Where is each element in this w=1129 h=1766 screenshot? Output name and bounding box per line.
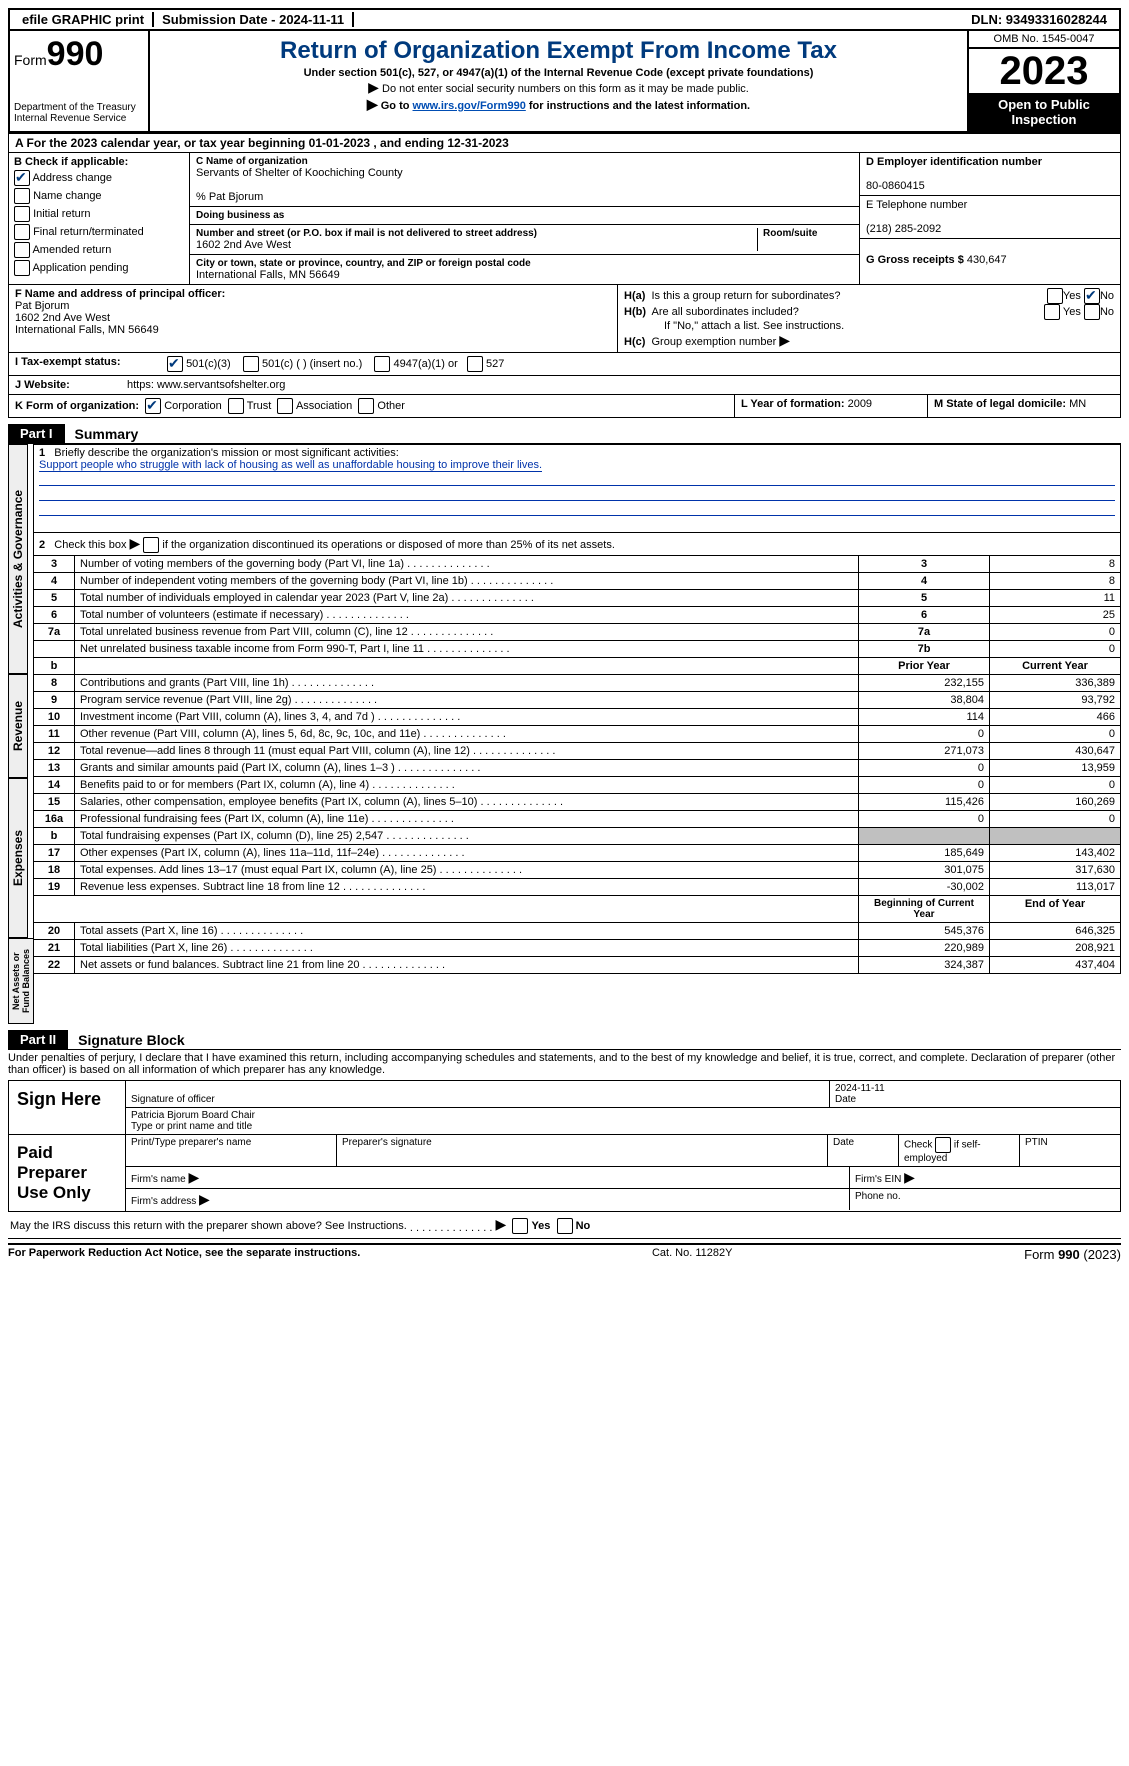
subtitle-3: ▶ Go to www.irs.gov/Form990 for instruct… <box>154 96 963 113</box>
cb-initial-return[interactable] <box>14 206 30 222</box>
cb-hb-yes[interactable] <box>1044 304 1060 320</box>
subtitle-1: Under section 501(c), 527, or 4947(a)(1)… <box>154 67 963 79</box>
irs-discuss: May the IRS discuss this return with the… <box>8 1212 1121 1239</box>
top-bar: efile GRAPHIC print Submission Date - 20… <box>8 8 1121 31</box>
form990-link[interactable]: www.irs.gov/Form990 <box>413 100 526 112</box>
part2-header: Part II Signature Block <box>8 1030 1121 1050</box>
subtitle-2: ▶ Do not enter social security numbers o… <box>154 79 963 96</box>
omb-number: OMB No. 1545-0047 <box>969 31 1119 49</box>
officer-printed: Patricia Bjorum Board Chair <box>131 1110 255 1121</box>
form-number: Form990 <box>14 35 144 74</box>
open-public: Open to Public Inspection <box>969 93 1119 131</box>
cb-501c3[interactable] <box>167 356 183 372</box>
cb-address-change[interactable] <box>14 170 30 186</box>
summary-table: 1 1 Briefly describe the organization's … <box>33 444 1121 974</box>
mission-text: Support people who struggle with lack of… <box>39 459 542 472</box>
cb-ha-no[interactable] <box>1084 288 1100 304</box>
page-footer: For Paperwork Reduction Act Notice, see … <box>8 1243 1121 1262</box>
paperwork-notice: For Paperwork Reduction Act Notice, see … <box>8 1247 360 1262</box>
row-fh: F Name and address of principal officer:… <box>8 285 1121 353</box>
form-footer: Form 990 (2023) <box>1024 1247 1121 1262</box>
cb-discuss-yes[interactable] <box>512 1218 528 1234</box>
cb-app-pending[interactable] <box>14 260 30 276</box>
cb-self-employed[interactable] <box>935 1137 951 1153</box>
cb-discontinued[interactable] <box>143 537 159 553</box>
signature-block: Sign Here Signature of officer 2024-11-1… <box>8 1080 1121 1212</box>
care-of: % Pat Bjorum <box>196 191 263 203</box>
year-formed: 2009 <box>848 398 872 410</box>
street-address: 1602 2nd Ave West <box>196 239 291 251</box>
tax-year: 2023 <box>969 49 1119 93</box>
dln: DLN: 93493316028244 <box>963 12 1115 27</box>
cb-other[interactable] <box>358 398 374 414</box>
cb-4947[interactable] <box>374 356 390 372</box>
website-url: https: www.servantsofshelter.org <box>127 379 285 391</box>
col-b-checkboxes: B Check if applicable: Address change Na… <box>9 153 190 284</box>
cb-final-return[interactable] <box>14 224 30 240</box>
city-state-zip: International Falls, MN 56649 <box>196 269 340 281</box>
summary-section: Activities & Governance Revenue Expenses… <box>8 444 1121 1024</box>
row-i-tax-status: I Tax-exempt status: 501(c)(3) 501(c) ( … <box>8 353 1121 376</box>
cat-no: Cat. No. 11282Y <box>652 1247 733 1262</box>
cb-hb-no[interactable] <box>1084 304 1100 320</box>
ein: 80-0860415 <box>866 180 925 192</box>
officer-name: Pat Bjorum <box>15 300 69 312</box>
entity-info: B Check if applicable: Address change Na… <box>8 153 1121 285</box>
row-j-website: J Website: https: www.servantsofshelter.… <box>8 376 1121 395</box>
cb-501c[interactable] <box>243 356 259 372</box>
telephone: (218) 285-2092 <box>866 223 941 235</box>
state-domicile: MN <box>1069 398 1086 410</box>
perjury-declaration: Under penalties of perjury, I declare th… <box>8 1050 1121 1078</box>
irs-label: Internal Revenue Service <box>14 113 144 124</box>
sign-here-label: Sign Here <box>9 1081 126 1134</box>
cb-discuss-no[interactable] <box>557 1218 573 1234</box>
row-klm: K Form of organization: Corporation Trus… <box>8 395 1121 418</box>
sig-date: 2024-11-11 <box>835 1083 885 1094</box>
submission-date: Submission Date - 2024-11-11 <box>154 12 354 27</box>
cb-527[interactable] <box>467 356 483 372</box>
org-name: Servants of Shelter of Koochiching Count… <box>196 167 403 179</box>
side-net-assets: Net Assets or Fund Balances <box>8 938 34 1024</box>
part1-header: Part I Summary <box>8 424 1121 444</box>
side-revenue: Revenue <box>8 674 28 778</box>
cb-trust[interactable] <box>228 398 244 414</box>
cb-amended[interactable] <box>14 242 30 258</box>
cb-name-change[interactable] <box>14 188 30 204</box>
gross-receipts: 430,647 <box>967 254 1007 266</box>
form-title: Return of Organization Exempt From Incom… <box>154 37 963 65</box>
cb-ha-yes[interactable] <box>1047 288 1063 304</box>
side-activities: Activities & Governance <box>8 444 28 674</box>
cb-corp[interactable] <box>145 398 161 414</box>
side-expenses: Expenses <box>8 778 28 938</box>
form-header: Form990 Department of the Treasury Inter… <box>8 31 1121 133</box>
efile-label: efile GRAPHIC print <box>14 12 154 27</box>
dept-treasury: Department of the Treasury <box>14 102 144 113</box>
paid-preparer-label: Paid Preparer Use Only <box>9 1135 126 1211</box>
cb-assoc[interactable] <box>277 398 293 414</box>
line-a-tax-year: A For the 2023 calendar year, or tax yea… <box>8 133 1121 153</box>
